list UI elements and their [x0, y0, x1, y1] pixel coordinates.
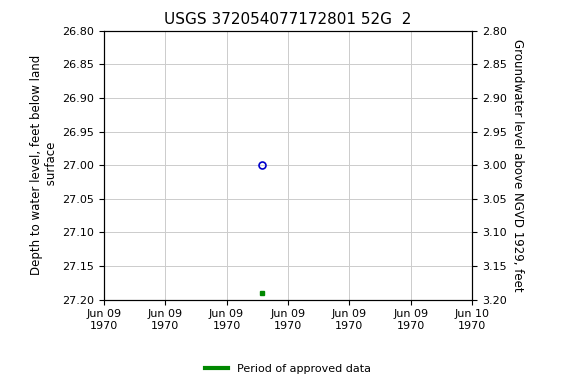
- Legend: Period of approved data: Period of approved data: [201, 359, 375, 379]
- Y-axis label: Depth to water level, feet below land
 surface: Depth to water level, feet below land su…: [30, 55, 58, 275]
- Title: USGS 372054077172801 52G  2: USGS 372054077172801 52G 2: [164, 12, 412, 27]
- Y-axis label: Groundwater level above NGVD 1929, feet: Groundwater level above NGVD 1929, feet: [511, 39, 524, 291]
